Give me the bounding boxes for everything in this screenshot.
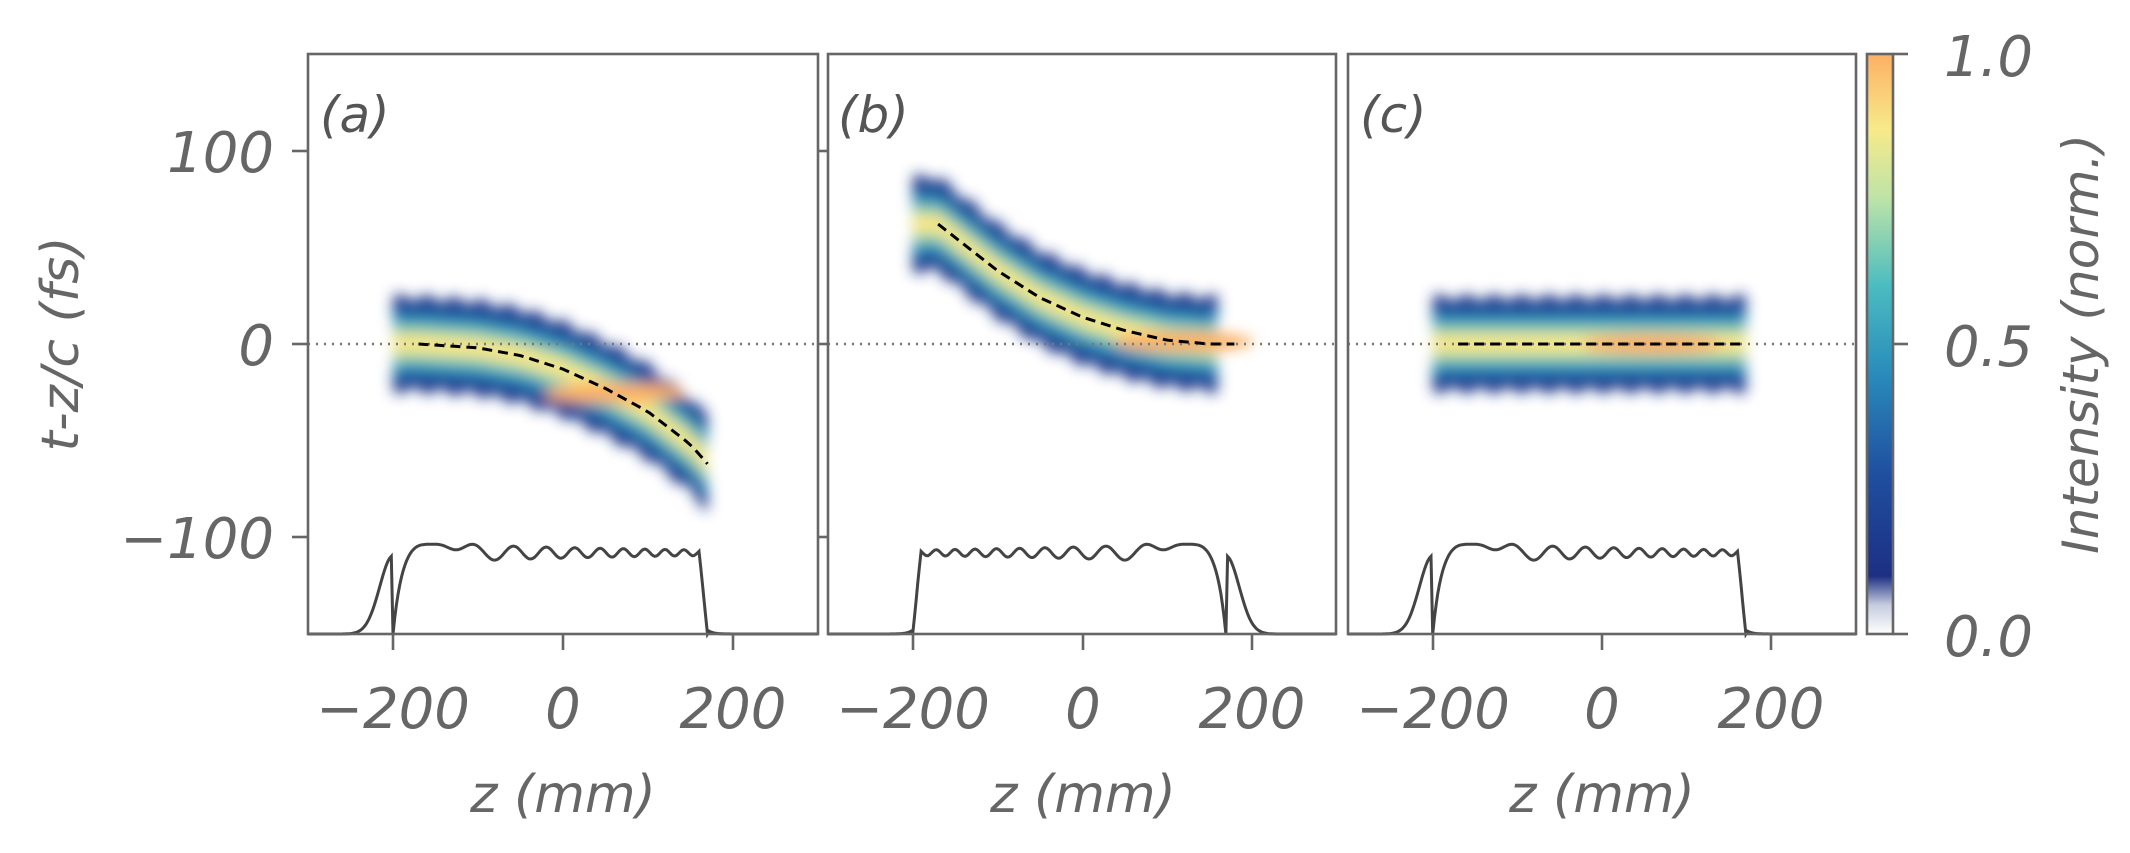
heatmap-peak-a — [544, 383, 684, 404]
panel-label-b: (b) — [838, 86, 909, 144]
xtick-label-0-c: 0 — [1584, 677, 1620, 742]
colorbar: 1.0 0.5 0.0 Intensity (norm.) — [1865, 25, 2110, 670]
y-axis-title: t-z/c (fs) — [31, 236, 91, 451]
panel-b: (b) −200 0 200 z (mm) — [818, 52, 1338, 825]
panel-c: (c) −200 0 200 z (mm) — [1346, 52, 1858, 825]
xtick-label-0-a: 0 — [545, 677, 581, 742]
colorbar-title: Intensity (norm.) — [2052, 134, 2110, 554]
xtick-label-200-b: 200 — [1199, 677, 1306, 742]
ytick-label-100: 100 — [167, 121, 274, 186]
panel-label-a: (a) — [320, 86, 390, 144]
x-axis-title-b: z (mm) — [989, 765, 1176, 825]
x-axis-title-c: z (mm) — [1508, 765, 1695, 825]
cb-tick-label-1: 1.0 — [1944, 25, 2033, 90]
colorbar-gradient — [1865, 52, 1895, 636]
x-axis-title-a: z (mm) — [469, 765, 656, 825]
xtick-label-m200-c: −200 — [1356, 677, 1510, 742]
xtick-label-200-c: 200 — [1718, 677, 1825, 742]
panel-label-c: (c) — [1360, 86, 1427, 144]
heatmap-band-b-3 — [912, 206, 1218, 362]
cb-tick-label-05: 0.5 — [1944, 315, 2033, 380]
pulse-trace-a — [418, 342, 709, 465]
xtick-label-m200-b: −200 — [836, 677, 990, 742]
heatmap-band-a-4 — [393, 334, 708, 474]
xtick-label-m200-a: −200 — [316, 677, 470, 742]
xtick-label-0-b: 0 — [1065, 677, 1101, 742]
cb-tick-label-0: 0.0 — [1944, 605, 2033, 670]
pulse-trace-b — [937, 222, 1235, 346]
ytick-label-m100: −100 — [120, 507, 274, 572]
panel-a: (a) 100 0 −100 −200 0 200 z (mm) t-z/c (… — [31, 52, 820, 825]
ytick-label-0: 0 — [238, 314, 274, 379]
xtick-label-200-a: 200 — [680, 677, 787, 742]
